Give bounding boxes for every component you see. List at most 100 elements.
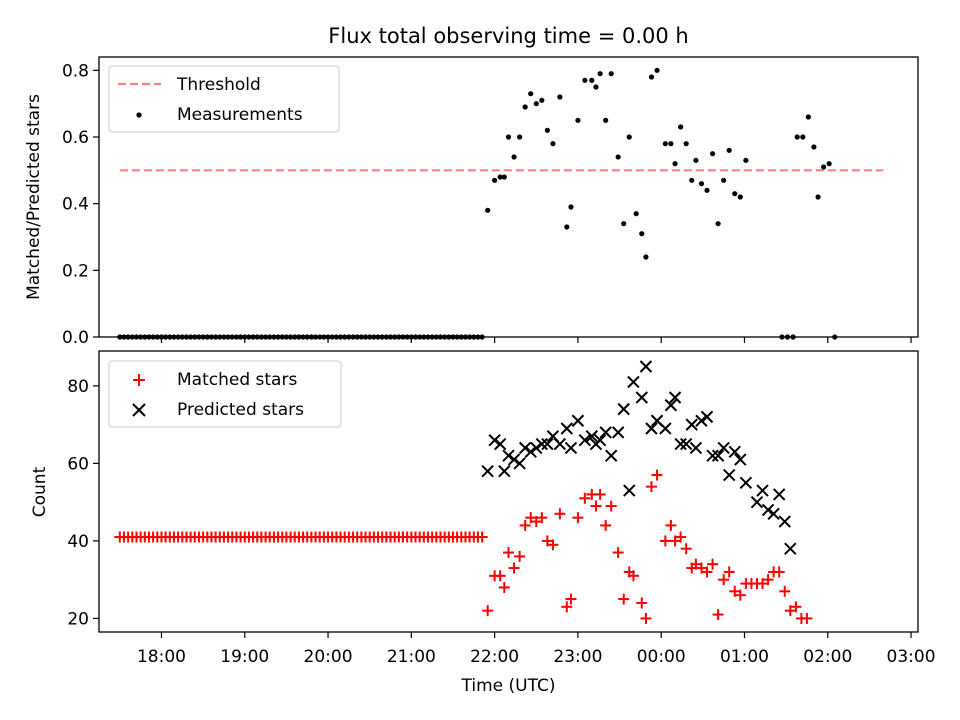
- predicted-star-point: [553, 437, 567, 451]
- measurement-point: [683, 141, 689, 147]
- measurement-point: [811, 144, 817, 150]
- predicted-star-point: [513, 457, 526, 470]
- matched-star-point: [651, 469, 663, 481]
- predicted-star-point: [560, 422, 574, 435]
- matched-star-point: [729, 585, 741, 597]
- predicted-star-point: [664, 399, 678, 412]
- measurement-point: [732, 191, 738, 197]
- matched-star-point: [723, 566, 735, 578]
- predicted-star-point: [659, 422, 672, 435]
- matched-star-point: [541, 535, 553, 547]
- predicted-star-point: [767, 507, 780, 520]
- predicted-star-point: [488, 433, 501, 447]
- matched-star-point: [669, 535, 681, 547]
- x-tick-label: 20:00: [304, 647, 353, 667]
- matched-star-point: [514, 550, 526, 562]
- matched-star-point: [757, 578, 769, 590]
- measurement-point: [522, 104, 528, 110]
- predicted-star-point: [623, 484, 636, 497]
- measurement-point: [800, 134, 806, 140]
- matched-star-point: [675, 531, 687, 543]
- matched-star-point: [712, 609, 724, 621]
- matched-star-point: [605, 500, 617, 512]
- matched-star-point: [695, 562, 707, 574]
- measurement-point: [698, 181, 705, 187]
- measurement-point: [511, 154, 517, 160]
- x-tick-label: 23:00: [553, 647, 602, 667]
- matched-star-point: [779, 585, 791, 597]
- measurement-point: [633, 211, 639, 217]
- matched-star-point: [773, 566, 785, 578]
- y-tick-label: 20: [67, 609, 89, 629]
- measurement-point: [533, 101, 539, 107]
- measurement-point: [805, 114, 811, 120]
- matched-star-point: [572, 512, 584, 524]
- matched-star-point: [790, 601, 802, 613]
- matched-star-point: [476, 531, 488, 543]
- measurement-point: [794, 134, 800, 140]
- legend-threshold-label: Threshold: [176, 75, 261, 95]
- matched-star-point: [536, 512, 548, 524]
- measurement-point: [662, 141, 668, 147]
- matched-star-point: [690, 558, 702, 570]
- predicted-star-point: [756, 484, 769, 497]
- matched-star-point: [707, 558, 719, 570]
- matched-star-point: [665, 519, 677, 531]
- matched-star-point: [530, 516, 542, 528]
- matched-star-point: [801, 612, 813, 624]
- measurement-point: [815, 194, 821, 200]
- predicted-star-point: [685, 418, 698, 431]
- matched-star-point: [600, 519, 612, 531]
- measurement-point: [608, 71, 614, 77]
- measurement-point: [544, 127, 550, 133]
- matched-star-point: [579, 492, 591, 504]
- bottom-plot-area: [114, 360, 813, 624]
- bottom-axes-frame: [98, 350, 919, 633]
- bottom-y-axis-label: Count: [30, 466, 50, 517]
- matched-star-point: [494, 570, 506, 582]
- legend-measurements-label: Measurements: [177, 105, 303, 125]
- measurement-point: [517, 134, 523, 140]
- predicted-star-point: [564, 441, 578, 455]
- x-tick-label: 03:00: [887, 647, 936, 667]
- predicted-star-point: [700, 410, 714, 424]
- predicted-star-point: [535, 437, 549, 451]
- y-tick-label: 0.2: [62, 261, 89, 281]
- matched-star-point: [565, 593, 577, 605]
- top-x-axis-ticks: [160, 337, 912, 343]
- measurement-point: [485, 207, 491, 213]
- matched-star-point: [561, 601, 573, 613]
- matched-star-point: [482, 605, 494, 617]
- measurement-point: [689, 177, 695, 183]
- x-tick-label: 19:00: [220, 647, 269, 667]
- bottom-panel: 20 40 60 80 18:00 19:00 20:00 21:00 22:00 23:00 0…: [30, 350, 936, 696]
- predicted-star-point: [668, 391, 682, 404]
- x-tick-label: 02:00: [803, 647, 852, 667]
- measurement-point: [589, 77, 595, 83]
- measurement-point: [709, 151, 716, 157]
- measurement-point: [621, 221, 627, 227]
- x-tick-label: 01:00: [720, 647, 769, 667]
- legend-matched-swatch: [133, 374, 145, 386]
- x-tick-label: 21:00: [387, 647, 436, 667]
- predicted-star-point: [772, 488, 786, 501]
- predicted-star-point: [493, 437, 507, 451]
- measurement-point: [726, 147, 732, 153]
- matched-star-point: [554, 508, 566, 520]
- measurement-point: [654, 67, 660, 73]
- measurement-point: [821, 164, 827, 170]
- matched-star-point: [636, 597, 648, 609]
- top-chart-title: Flux total observing time = 0.00 h: [328, 24, 688, 48]
- measurement-point: [528, 91, 534, 97]
- matched-star-point: [734, 589, 746, 601]
- matched-star-point: [718, 574, 730, 586]
- predicted-star-point: [593, 433, 607, 447]
- top-y-axis-label: Matched/Predicted stars: [24, 94, 44, 300]
- predicted-star-point: [728, 445, 741, 458]
- measurement-point: [704, 187, 710, 193]
- predicted-star-point: [717, 441, 730, 455]
- predicted-star-point: [778, 515, 791, 528]
- predicted-star-point: [723, 468, 736, 482]
- predicted-star-point: [695, 414, 708, 427]
- predicted-star-point: [498, 464, 511, 478]
